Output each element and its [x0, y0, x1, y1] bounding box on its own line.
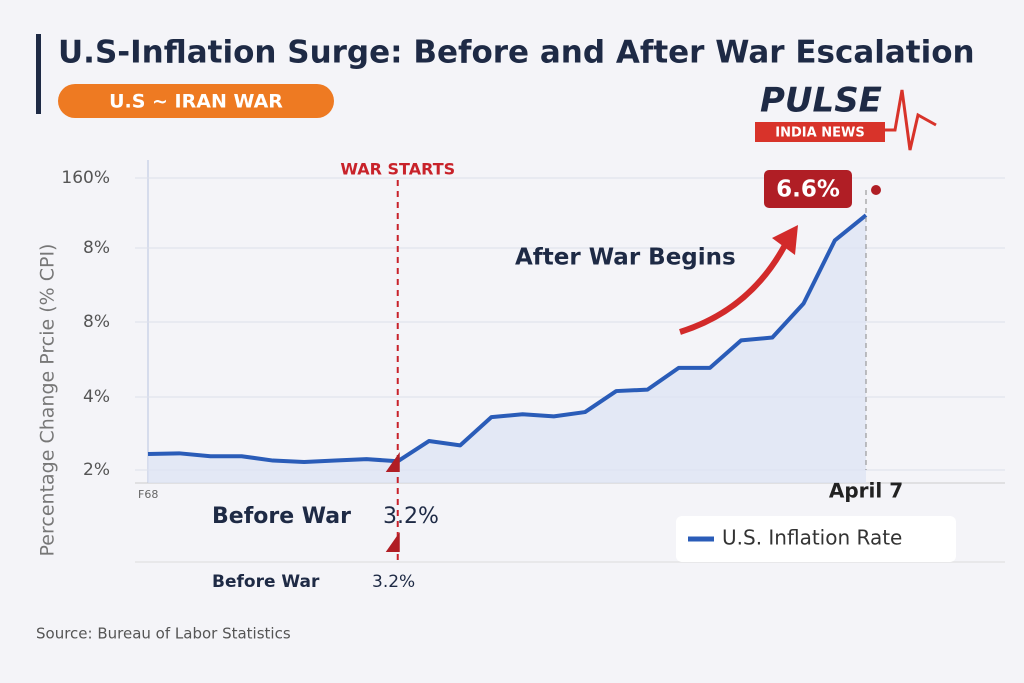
marker-tri [385, 452, 400, 472]
y-tick-label: 4% [83, 387, 110, 407]
before-label: Before War [212, 572, 320, 592]
before-label: Before War [212, 504, 351, 529]
value-label: 6.6% [776, 177, 840, 203]
brand-bar [755, 122, 885, 142]
annotation: After War Begins [515, 245, 736, 271]
war-label: WAR STARTS [340, 160, 455, 179]
end-dot [871, 185, 881, 195]
brand-sub: INDIA NEWS [775, 126, 864, 141]
area [148, 215, 866, 484]
y-tick-label: 160% [61, 168, 110, 188]
marker-tri [385, 532, 400, 552]
y-tick-label: 2% [83, 460, 110, 480]
badge-text: U.S ~ IRAN WAR [109, 91, 283, 113]
y-axis-label: Percentage Change Prcie (% CPI) [37, 244, 59, 557]
legend-label: U.S. Inflation Rate [722, 526, 902, 550]
x-tick-label: F68 [138, 488, 158, 501]
before-value: 3.2% [383, 504, 439, 529]
brand-pulse [880, 89, 937, 151]
before-value: 3.2% [372, 572, 415, 592]
legend [676, 516, 956, 562]
y-tick-label: 8% [83, 312, 110, 332]
trend-arrowhead [772, 225, 798, 255]
badge [58, 84, 334, 118]
trend-arrow [679, 243, 788, 335]
line [147, 213, 868, 465]
y-tick-label: 8% [83, 238, 110, 258]
title-bar [36, 34, 41, 114]
brand: PULSE [760, 81, 882, 121]
end-callout [764, 170, 852, 208]
source: Source: Bureau of Labor Statistics [36, 625, 291, 643]
chart-title: U.S-Inflation Surge: Before and After Wa… [58, 35, 975, 71]
